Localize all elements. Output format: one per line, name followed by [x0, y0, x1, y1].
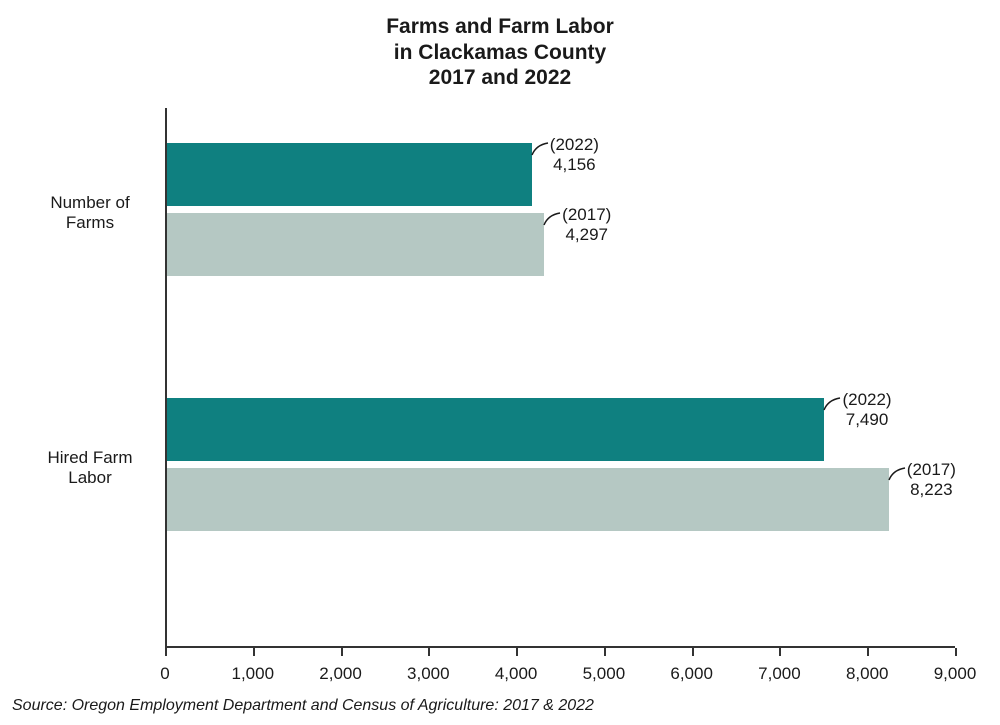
- bar-label-year: (2017): [907, 460, 956, 480]
- x-axis-line: [165, 646, 955, 648]
- x-axis-tick: [692, 648, 694, 656]
- x-axis-tick: [428, 648, 430, 656]
- category-label-line: Labor: [25, 468, 155, 488]
- x-axis-tick: [253, 648, 255, 656]
- x-axis-tick: [341, 648, 343, 656]
- bar-label-value: 4,156: [550, 155, 599, 175]
- x-axis-label: 8,000: [846, 664, 889, 684]
- x-axis-label: 1,000: [231, 664, 274, 684]
- category-label-line: Hired Farm: [25, 448, 155, 468]
- x-axis-label: 9,000: [934, 664, 977, 684]
- bar-data-label: (2017)4,297: [562, 205, 611, 245]
- plot-area: 01,0002,0003,0004,0005,0006,0007,0008,00…: [165, 108, 955, 648]
- chart-container: Farms and Farm Laborin Clackamas County2…: [0, 0, 1000, 725]
- x-axis-label: 0: [160, 664, 169, 684]
- x-axis-tick: [779, 648, 781, 656]
- category-label-line: Farms: [25, 213, 155, 233]
- category-label: Number ofFarms: [25, 193, 155, 234]
- x-axis-tick: [867, 648, 869, 656]
- bar-label-year: (2017): [562, 205, 611, 225]
- x-axis-tick: [165, 648, 167, 656]
- title-line: Farms and Farm Labor: [0, 14, 1000, 40]
- title-line: 2017 and 2022: [0, 65, 1000, 91]
- bar-data-label: (2022)7,490: [842, 390, 891, 430]
- bar: [167, 143, 532, 206]
- bar: [167, 468, 889, 531]
- x-axis-label: 4,000: [495, 664, 538, 684]
- bar-label-year: (2022): [842, 390, 891, 410]
- x-axis-label: 5,000: [583, 664, 626, 684]
- x-axis-label: 2,000: [319, 664, 362, 684]
- x-axis-tick: [955, 648, 957, 656]
- bar-label-year: (2022): [550, 135, 599, 155]
- x-axis-label: 7,000: [758, 664, 801, 684]
- category-label: Hired FarmLabor: [25, 448, 155, 489]
- x-axis-tick: [604, 648, 606, 656]
- x-axis-label: 6,000: [670, 664, 713, 684]
- bar-label-value: 4,297: [562, 225, 611, 245]
- bar: [167, 213, 544, 276]
- bar-label-value: 8,223: [907, 480, 956, 500]
- title-line: in Clackamas County: [0, 40, 1000, 66]
- bar-data-label: (2022)4,156: [550, 135, 599, 175]
- bar-data-label: (2017)8,223: [907, 460, 956, 500]
- chart-title: Farms and Farm Laborin Clackamas County2…: [0, 14, 1000, 91]
- bar-label-value: 7,490: [842, 410, 891, 430]
- x-axis-tick: [516, 648, 518, 656]
- bar: [167, 398, 824, 461]
- source-caption: Source: Oregon Employment Department and…: [12, 697, 594, 715]
- category-label-line: Number of: [25, 193, 155, 213]
- x-axis-label: 3,000: [407, 664, 450, 684]
